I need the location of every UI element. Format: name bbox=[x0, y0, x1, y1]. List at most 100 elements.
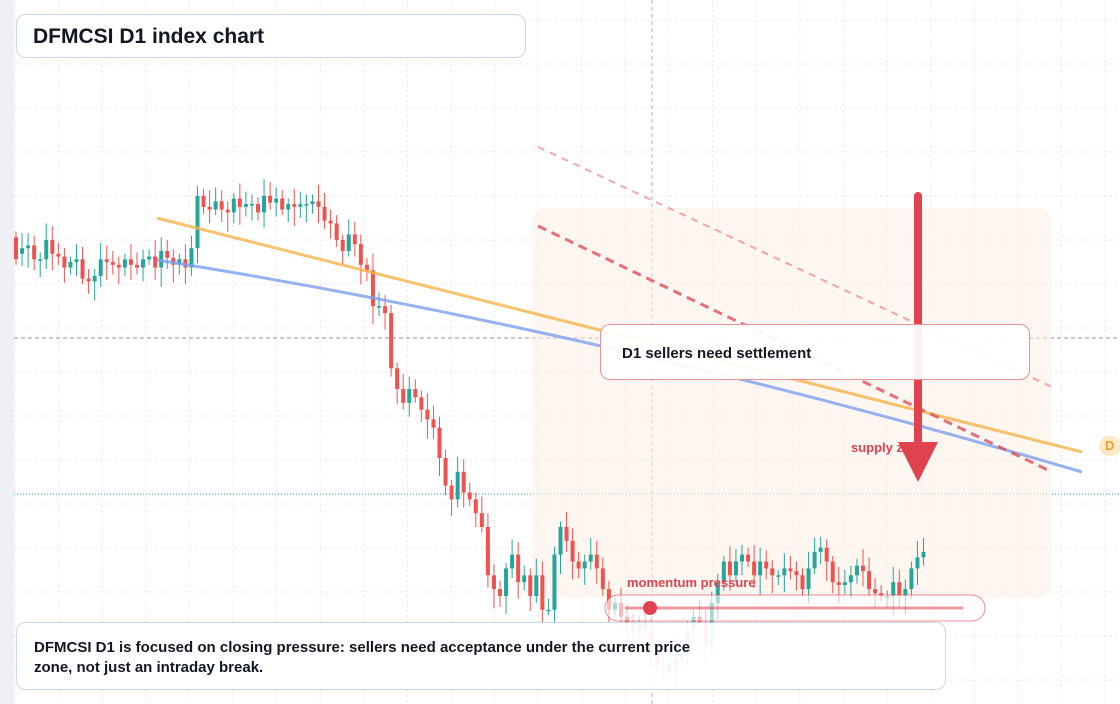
candle-body bbox=[346, 234, 351, 251]
candle-body bbox=[498, 589, 502, 596]
candle-body bbox=[262, 195, 267, 213]
candle-body bbox=[891, 582, 896, 596]
candle-body bbox=[207, 206, 212, 210]
candle-body bbox=[274, 198, 279, 203]
candle-body bbox=[788, 568, 793, 572]
candle-body bbox=[419, 397, 424, 410]
down-arrow-head bbox=[898, 442, 938, 482]
candle-body bbox=[915, 557, 920, 569]
candle-body bbox=[286, 204, 291, 210]
candle-body bbox=[824, 547, 829, 562]
candle-body bbox=[776, 575, 781, 577]
candle-body bbox=[534, 575, 539, 596]
candle-body bbox=[504, 568, 509, 596]
candle-body bbox=[219, 201, 224, 210]
candle-body bbox=[903, 589, 908, 596]
candle-body bbox=[921, 551, 926, 558]
price-scale-strip bbox=[0, 0, 14, 704]
candle-body bbox=[328, 220, 333, 224]
momentum-gauge-knob bbox=[643, 601, 657, 615]
candle-body bbox=[256, 204, 260, 213]
candle-body bbox=[461, 471, 466, 493]
candle-body bbox=[201, 195, 206, 207]
candle-body bbox=[316, 201, 321, 207]
candle-body bbox=[546, 609, 551, 612]
candle-body bbox=[14, 237, 18, 260]
supply-zone-shade bbox=[532, 208, 1052, 598]
candle-body bbox=[431, 419, 436, 428]
candle-body bbox=[292, 204, 297, 207]
candle-body bbox=[715, 582, 720, 603]
candle-body bbox=[594, 554, 599, 569]
candle-body bbox=[600, 568, 605, 590]
candle-body bbox=[552, 554, 557, 610]
candle-body bbox=[873, 589, 878, 594]
candle-body bbox=[310, 201, 315, 205]
candle-body bbox=[98, 259, 103, 276]
candle-body bbox=[165, 251, 170, 258]
candle-body bbox=[528, 575, 533, 596]
trend-channel-lower bbox=[537, 224, 1053, 474]
candle-body bbox=[746, 554, 751, 562]
candle-body bbox=[510, 554, 515, 569]
candle-body bbox=[818, 547, 823, 552]
candle-body bbox=[195, 195, 200, 249]
candle-body bbox=[104, 259, 109, 263]
candle-body bbox=[558, 527, 563, 555]
candle-body bbox=[116, 264, 121, 268]
candle-body bbox=[44, 239, 49, 260]
candle-body bbox=[383, 306, 388, 314]
candle-body bbox=[516, 554, 521, 583]
candle-body bbox=[909, 568, 914, 590]
candle-body bbox=[582, 561, 587, 569]
candle-body bbox=[268, 195, 273, 203]
candle-body bbox=[249, 204, 254, 206]
candle-body bbox=[479, 513, 484, 527]
candle-body bbox=[854, 565, 859, 576]
candle-body bbox=[340, 239, 345, 251]
supply-zone-label: supply zone bbox=[851, 440, 927, 455]
candle-body bbox=[437, 427, 442, 458]
price-zones bbox=[532, 208, 1052, 598]
candle-body bbox=[177, 259, 182, 265]
candle-body bbox=[473, 499, 478, 514]
candle-body bbox=[413, 389, 418, 398]
candle-body bbox=[485, 527, 490, 576]
candle-body bbox=[467, 492, 472, 500]
chart-title: DFMCSI D1 index chart bbox=[16, 14, 526, 58]
candle-body bbox=[861, 565, 865, 572]
candle-body bbox=[225, 209, 230, 213]
candle-body bbox=[733, 561, 738, 576]
candle-body bbox=[830, 561, 835, 583]
candle-body bbox=[455, 471, 460, 500]
candle-body bbox=[389, 313, 394, 369]
candle-body bbox=[20, 248, 25, 254]
candle-body bbox=[449, 485, 454, 500]
candle-body bbox=[752, 561, 757, 576]
price-edge-badge: D bbox=[1099, 436, 1120, 456]
candle-body bbox=[62, 256, 67, 268]
candle-body bbox=[231, 198, 236, 213]
candle-body bbox=[26, 245, 31, 249]
candle-body bbox=[32, 245, 37, 260]
candle-body bbox=[213, 201, 218, 210]
candle-body bbox=[770, 568, 775, 576]
candle-body bbox=[401, 389, 406, 403]
candle-body bbox=[758, 561, 763, 576]
candle-body bbox=[395, 368, 400, 389]
candle-body bbox=[425, 409, 430, 420]
candle-body bbox=[782, 568, 787, 576]
candle-body bbox=[407, 389, 412, 403]
candle-body bbox=[867, 571, 872, 590]
candle-body bbox=[80, 259, 85, 279]
candle-body bbox=[570, 540, 575, 562]
candle-body bbox=[740, 554, 744, 562]
candle-body bbox=[812, 551, 817, 569]
candle-body bbox=[588, 554, 593, 562]
candle-body bbox=[848, 575, 853, 583]
candle-body bbox=[576, 561, 581, 569]
candle-body bbox=[74, 259, 79, 263]
candle-body bbox=[189, 248, 194, 268]
candle-body bbox=[122, 259, 127, 268]
candle-body bbox=[897, 582, 902, 596]
